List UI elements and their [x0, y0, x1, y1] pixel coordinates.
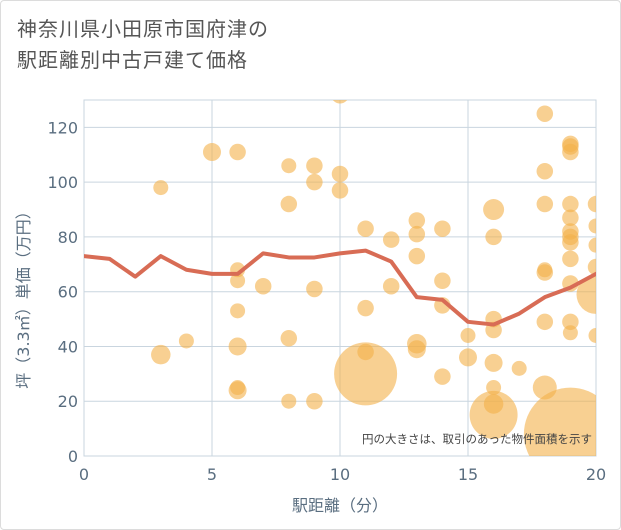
x-tick-label: 15 [458, 465, 478, 484]
bubble-point [153, 180, 169, 196]
bubble-point [511, 360, 527, 376]
y-tick-label: 80 [58, 228, 78, 247]
bubble-point [382, 277, 400, 295]
bubble-point [562, 195, 579, 213]
bubble-point [434, 220, 451, 237]
bubble-point [576, 274, 596, 314]
bubble-point [434, 272, 451, 289]
bubble-point [562, 143, 579, 161]
bubble-point [459, 348, 477, 367]
y-tick-label: 60 [58, 283, 78, 302]
bubble-point [229, 143, 246, 161]
bubble-point [357, 220, 374, 237]
y-tick-label: 20 [58, 392, 78, 411]
bubble-point [408, 225, 426, 243]
y-tick-label: 0 [68, 447, 78, 466]
bubble-point [407, 340, 426, 359]
bubble-point [230, 303, 246, 319]
bubble-point [306, 157, 323, 174]
size-note: 円の大きさは、取引のあった物件面積を示す [362, 432, 592, 446]
bubble-point [536, 264, 554, 281]
bubble-point [254, 277, 272, 295]
grid-lines [83, 99, 597, 457]
bubble-point [280, 329, 298, 347]
bubble-point [587, 258, 596, 276]
chart-title-line2: 駅距離別中古戸建て価格 [17, 48, 248, 72]
average-line [84, 248, 596, 327]
chart-title: 神奈川県小田原市国府津の 駅距離別中古戸建て価格 [17, 14, 269, 76]
x-tick-label: 20 [586, 465, 606, 484]
bubble-point [228, 381, 247, 400]
x-tick-label: 10 [330, 465, 350, 484]
bubble-point [562, 325, 578, 341]
bubble-point [280, 195, 298, 213]
bubble-point [331, 182, 349, 199]
y-tick-label: 100 [47, 173, 78, 192]
bubble-point [331, 165, 349, 183]
bubble-point [485, 228, 502, 246]
bubble-point [469, 390, 518, 439]
bubble-point [587, 195, 596, 213]
x-axis-label: 駅距離（分） [292, 496, 388, 515]
bubble-point [306, 280, 323, 298]
x-tick-label: 5 [207, 465, 217, 484]
bubble-point [536, 105, 554, 122]
bubble-point [536, 313, 554, 331]
bubble-point [281, 393, 297, 409]
bubble-point [228, 337, 247, 356]
bubble-point [281, 158, 297, 174]
bubble-point [151, 344, 171, 365]
bubble-point [460, 328, 476, 344]
bubble-point [562, 234, 579, 251]
bubble-point [306, 173, 323, 191]
y-tick-label: 120 [47, 118, 78, 137]
bubble-point [408, 247, 426, 265]
bubble-point [306, 392, 323, 410]
bubble-point [357, 299, 374, 317]
bubble-point [382, 231, 400, 248]
bubble-point [434, 368, 451, 385]
bubble-point [523, 387, 596, 456]
bubble-point [588, 328, 596, 344]
bubble-point [562, 250, 579, 268]
bubble-point [536, 195, 554, 213]
x-tick-label: 0 [79, 465, 89, 484]
y-axis-label: 坪（3.3㎡）単価（万円） [14, 203, 33, 388]
bubble-point [483, 199, 505, 221]
line-layer [84, 248, 596, 327]
y-tick-label: 40 [58, 337, 78, 356]
bubble-point [562, 313, 579, 331]
bubble-point [588, 218, 596, 234]
bubble-layer [151, 100, 596, 456]
tick-labels: 0 20 40 60 80 100 120 0 5 10 15 20 [47, 118, 606, 484]
chart-title-line1: 神奈川県小田原市国府津の [17, 17, 269, 41]
bubble-point [562, 209, 579, 227]
bubble-point [332, 100, 348, 104]
bubble-point [588, 237, 596, 253]
bubble-point [484, 353, 503, 372]
bubble-point [230, 273, 246, 289]
bubble-point [536, 162, 554, 180]
bubble-point [203, 143, 221, 162]
bubble-point [178, 333, 194, 349]
bubble-point [408, 212, 426, 229]
bubble-point [334, 342, 398, 406]
